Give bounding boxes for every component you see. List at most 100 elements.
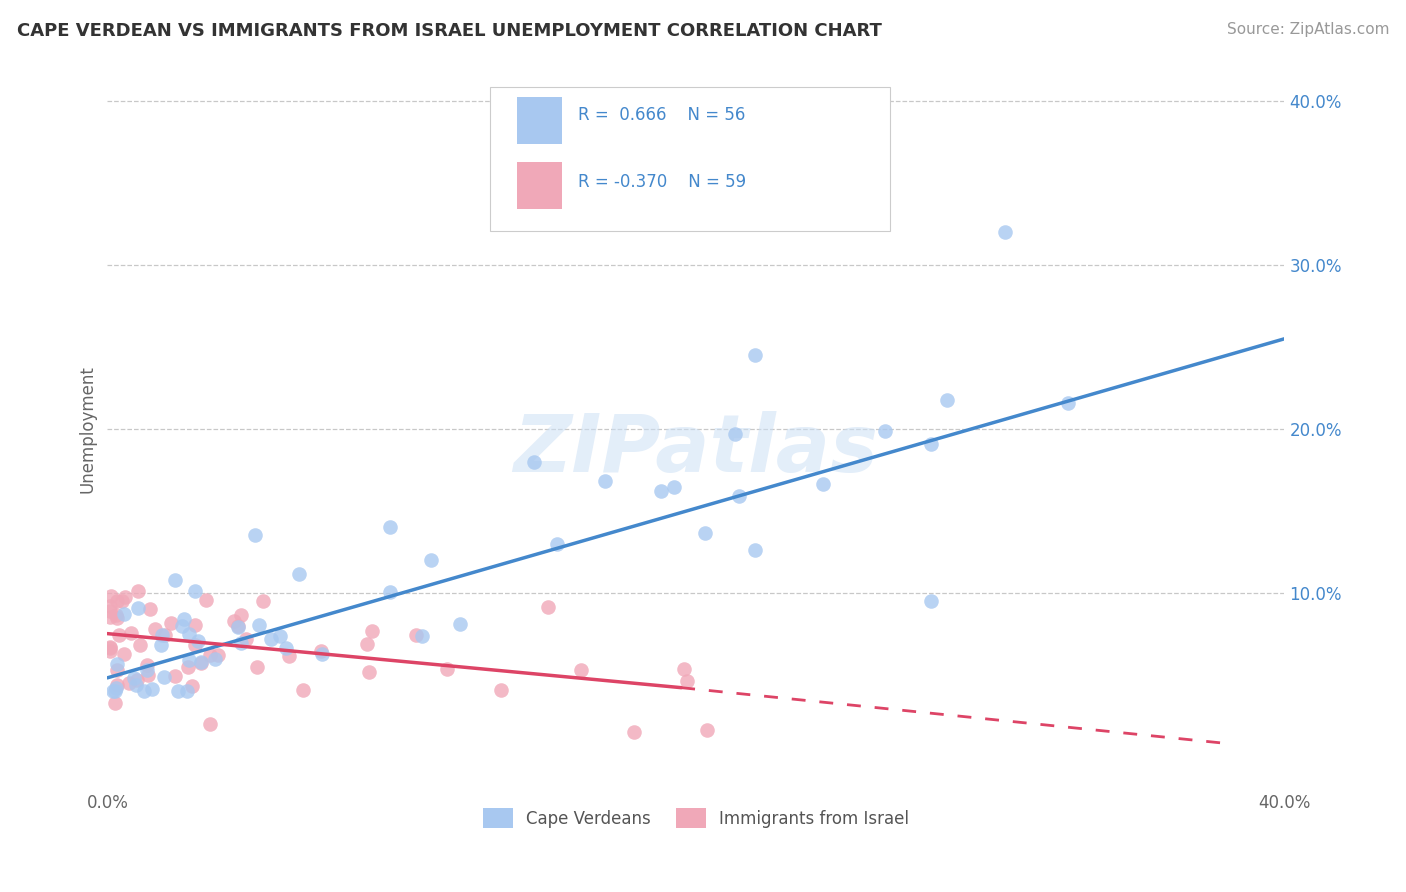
Point (728, 489, 751, 503)
Point (357, 665, 380, 679)
Text: R =  0.666    N = 56: R = 0.666 N = 56 (578, 106, 745, 124)
Y-axis label: Unemployment: Unemployment (79, 365, 96, 492)
Point (436, 662, 458, 676)
Point (98, 605, 121, 619)
Text: Source: ZipAtlas.com: Source: ZipAtlas.com (1226, 22, 1389, 37)
Point (112, 607, 135, 621)
Point (920, 594, 942, 608)
Point (623, 725, 645, 739)
Point (288, 566, 311, 581)
Point (243, 528, 266, 542)
Point (108, 627, 131, 641)
Point (180, 679, 202, 693)
Point (105, 657, 128, 672)
Point (1057, 396, 1080, 410)
Point (356, 637, 378, 651)
Point (449, 617, 471, 632)
Point (309, 644, 332, 658)
Point (170, 619, 193, 633)
Point (100, 589, 122, 603)
Point (173, 612, 195, 626)
Point (184, 638, 207, 652)
Point (153, 670, 176, 684)
Legend: Cape Verdeans, Immigrants from Israel: Cape Verdeans, Immigrants from Israel (477, 801, 915, 835)
Point (200, 716, 222, 731)
Point (744, 348, 766, 362)
Point (167, 684, 190, 698)
Point (143, 622, 166, 636)
Point (420, 553, 443, 567)
Point (724, 427, 747, 442)
Point (124, 678, 146, 692)
Point (105, 681, 128, 695)
Point (120, 626, 142, 640)
Point (246, 660, 269, 674)
Point (405, 627, 427, 641)
Point (380, 520, 402, 534)
Point (224, 615, 246, 629)
Point (696, 723, 718, 738)
Point (569, 663, 592, 677)
Point (127, 583, 149, 598)
Point (177, 627, 200, 641)
Point (204, 652, 226, 666)
Point (105, 611, 128, 625)
FancyBboxPatch shape (489, 87, 890, 231)
Point (546, 537, 568, 551)
Point (311, 647, 333, 661)
Point (260, 632, 283, 647)
Point (138, 601, 160, 615)
Point (165, 573, 187, 587)
Point (226, 619, 249, 633)
Point (207, 648, 229, 663)
Point (177, 660, 200, 674)
Point (231, 608, 253, 623)
Point (179, 653, 201, 667)
Point (128, 638, 150, 652)
Point (118, 675, 141, 690)
Point (811, 477, 834, 491)
Point (935, 393, 957, 408)
Point (593, 475, 616, 489)
Point (411, 629, 433, 643)
Point (269, 629, 291, 643)
Point (136, 664, 159, 678)
Point (105, 678, 128, 692)
Point (252, 594, 274, 608)
Point (105, 594, 128, 608)
Point (112, 647, 135, 661)
Point (98, 599, 121, 613)
Point (744, 543, 766, 558)
Point (125, 673, 148, 687)
Text: R = -0.370    N = 59: R = -0.370 N = 59 (578, 173, 747, 192)
Point (98, 644, 121, 658)
Point (361, 624, 384, 639)
Point (200, 648, 222, 662)
Point (105, 663, 128, 677)
Point (190, 656, 212, 670)
Point (98, 640, 121, 654)
Point (163, 668, 186, 682)
Point (135, 658, 157, 673)
Point (662, 480, 685, 494)
Point (98, 610, 121, 624)
Point (98, 641, 121, 656)
Point (134, 684, 156, 698)
Text: CAPE VERDEAN VS IMMIGRANTS FROM ISRAEL UNEMPLOYMENT CORRELATION CHART: CAPE VERDEAN VS IMMIGRANTS FROM ISRAEL U… (17, 22, 882, 40)
Point (136, 667, 159, 681)
Bar (517, 97, 562, 145)
Point (920, 436, 942, 450)
Point (111, 594, 134, 608)
Point (672, 662, 695, 676)
Point (141, 682, 163, 697)
Point (187, 634, 209, 648)
Bar (517, 162, 562, 209)
Text: ZIPatlas: ZIPatlas (513, 411, 879, 490)
Point (292, 683, 315, 698)
Point (875, 425, 897, 439)
Point (159, 616, 181, 631)
Point (274, 640, 297, 655)
Point (378, 585, 401, 599)
Point (650, 483, 672, 498)
Point (247, 617, 270, 632)
